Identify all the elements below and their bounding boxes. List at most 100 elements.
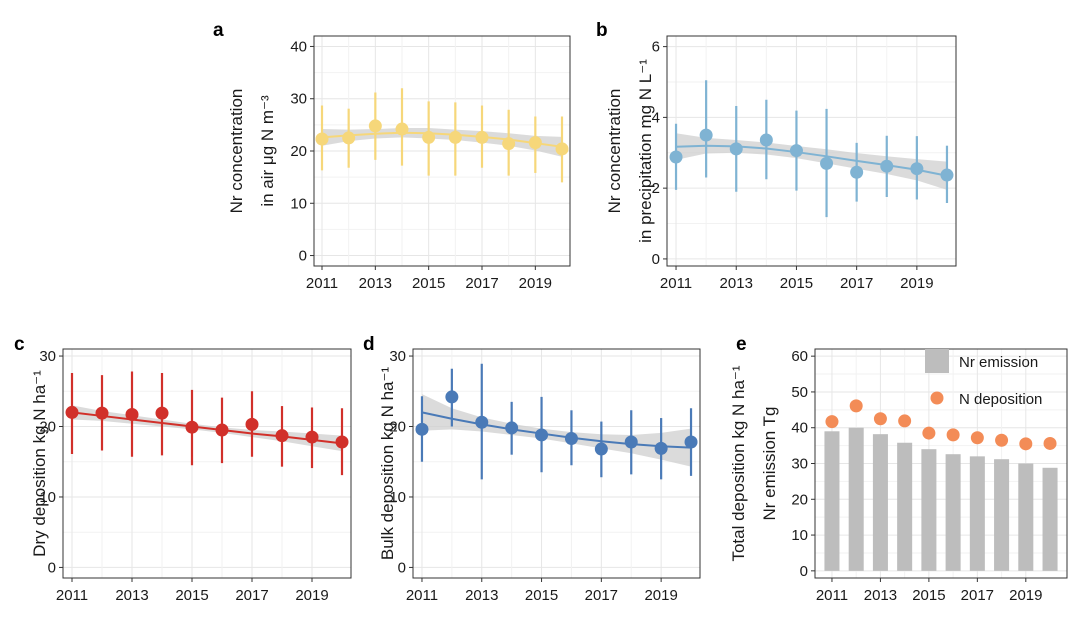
y-tick-label: 20: [791, 491, 808, 508]
x-tick-label: 2015: [175, 587, 208, 604]
emission-bar: [872, 434, 888, 571]
emission-bar: [824, 431, 840, 571]
y-tick-label: 4: [652, 109, 660, 126]
data-point: [555, 142, 569, 156]
data-point: [395, 122, 409, 136]
y-tick-label: 0: [398, 559, 406, 576]
data-point: [185, 420, 199, 434]
data-point: [594, 442, 608, 456]
deposition-point: [825, 415, 839, 429]
data-point: [475, 130, 489, 144]
x-tick-label: 2017: [585, 587, 618, 604]
x-tick-label: 2017: [235, 587, 268, 604]
panel-c: 0 10 20 30 2011 2013 2015 2017 2019 c Dry depositi…: [14, 334, 352, 604]
plot-frame-b: [666, 35, 957, 267]
y-tick-label: 10: [389, 489, 406, 506]
data-point: [789, 144, 803, 158]
y-tick-label: 10: [791, 527, 808, 544]
x-tick-label: 2013: [465, 587, 498, 604]
panel-e: 0 10 20 30 40 50 60 2011 2013 2015 2017 2019 e Total …: [729, 334, 1068, 604]
data-point: [820, 156, 834, 170]
data-point: [502, 137, 516, 151]
data-point: [422, 130, 436, 144]
y-axis-title: in air μg N m⁻³: [258, 95, 277, 207]
data-point: [850, 165, 864, 179]
x-tick-label: 2013: [720, 275, 753, 292]
data-point: [448, 130, 462, 144]
x-tick-label: 2019: [900, 275, 933, 292]
deposition-point: [995, 433, 1009, 447]
y-tick-label: 20: [39, 419, 56, 436]
trend-line: [71, 411, 343, 445]
data-point: [342, 131, 356, 145]
x-tick-label: 2011: [660, 275, 692, 292]
trend-line: [421, 411, 692, 449]
x-tick-label: 2011: [306, 275, 338, 292]
deposition-point: [970, 431, 984, 445]
x-tick-label: 2019: [644, 587, 677, 604]
data-point: [564, 431, 578, 445]
data-point: [65, 405, 79, 419]
y-axis-title: Dry deposition kg N ha⁻¹: [30, 370, 49, 557]
y-axis-title: Nr emission Tg: [760, 407, 779, 521]
panel-label: c: [14, 334, 25, 355]
legend-swatch-emission: [925, 349, 949, 373]
deposition-point: [922, 426, 936, 440]
emission-bar: [1042, 467, 1058, 571]
x-tick-label: 2017: [465, 275, 498, 292]
emission-bar: [897, 442, 913, 571]
y-axis-title: Total deposition kg N ha⁻¹: [729, 365, 748, 561]
data-point: [95, 406, 109, 420]
data-point: [315, 132, 329, 146]
y-tick-label: 30: [389, 348, 406, 365]
y-tick-label: 0: [48, 559, 56, 576]
data-point: [669, 150, 683, 164]
x-tick-label: 2011: [56, 587, 88, 604]
trend-line: [321, 131, 563, 148]
data-point: [684, 435, 698, 449]
x-tick-label: 2019: [1009, 587, 1042, 604]
x-tick-label: 2019: [519, 275, 552, 292]
emission-bar: [969, 456, 985, 571]
x-tick-label: 2015: [912, 587, 945, 604]
deposition-point: [849, 399, 863, 413]
data-point: [699, 128, 713, 142]
data-point: [910, 162, 924, 176]
y-tick-label: 50: [791, 384, 808, 401]
y-tick-label: 30: [791, 456, 808, 473]
deposition-point: [873, 412, 887, 426]
data-point: [505, 421, 519, 435]
trend-line: [675, 144, 948, 177]
data-point: [155, 406, 169, 420]
panel-label: d: [363, 334, 375, 355]
y-axis-title: Bulk deposition kg N ha⁻¹: [378, 367, 397, 561]
plot-area-d: [412, 348, 701, 579]
data-point: [940, 168, 954, 182]
confidence-band: [322, 128, 562, 157]
confidence-band: [421, 394, 692, 467]
panel-b: 0 2 4 6 2011 2013 2015 2017 2019 b Nr concentratio…: [596, 20, 957, 292]
panel-label: a: [213, 20, 224, 41]
emission-bar: [921, 449, 937, 571]
y-tick-label: 40: [791, 420, 808, 437]
x-tick-label: 2019: [295, 587, 328, 604]
plot-frame-c: [62, 348, 352, 579]
deposition-point: [1019, 437, 1033, 451]
data-point: [275, 429, 289, 443]
data-point: [624, 435, 638, 449]
y-tick-label: 10: [39, 489, 56, 506]
x-tick-label: 2015: [780, 275, 813, 292]
legend-swatch-deposition: [930, 391, 944, 405]
plot-frame-d: [412, 348, 701, 579]
legend-label-deposition: N deposition: [959, 391, 1042, 408]
y-tick-label: 0: [652, 251, 660, 268]
data-point: [215, 423, 229, 437]
emission-bar: [1018, 463, 1034, 571]
y-tick-label: 60: [791, 348, 808, 365]
deposition-point: [1043, 436, 1057, 450]
legend-label-emission: Nr emission: [959, 354, 1038, 371]
x-tick-label: 2013: [864, 587, 897, 604]
y-axis-title: Nr concentration: [605, 89, 624, 214]
data-point: [528, 136, 542, 150]
